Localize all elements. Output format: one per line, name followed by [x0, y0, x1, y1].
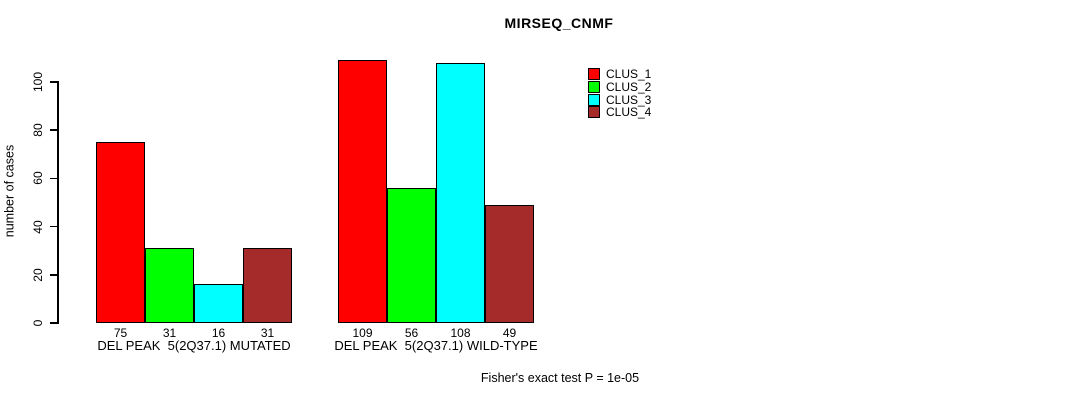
x-category-label: DEL PEAK 5(2Q37.1) WILD-TYPE — [334, 337, 538, 353]
legend-swatch-clus_4 — [588, 106, 600, 119]
bar-value-label: 109 — [352, 325, 373, 340]
legend-swatch-clus_3 — [588, 93, 600, 106]
y-tick-label: 0 — [31, 319, 45, 327]
bar-value-label: 31 — [260, 325, 275, 340]
y-tick-label: 40 — [31, 219, 45, 234]
y-tick-mark — [50, 225, 57, 228]
bar-value-label: 56 — [404, 325, 419, 340]
legend-label-clus_4: CLUS_4 — [606, 105, 652, 120]
bar-clus_1-group2 — [338, 60, 387, 323]
bar-clus_4-group2 — [485, 205, 534, 323]
bar-clus_2-group2 — [387, 188, 436, 323]
bar-value-label: 49 — [502, 325, 517, 340]
legend-swatch-clus_2 — [588, 80, 600, 93]
y-tick-label: 80 — [31, 123, 45, 137]
bar-clus_2-group1 — [145, 248, 194, 323]
y-tick-mark — [50, 81, 57, 83]
y-tick-label: 100 — [31, 71, 45, 93]
y-tick-mark — [50, 177, 57, 180]
bar-clus_3-group1 — [194, 284, 243, 323]
bar-clus_1-group1 — [96, 142, 145, 323]
y-tick-mark — [50, 274, 57, 276]
legend-swatch-clus_1 — [588, 68, 600, 80]
y-tick-label: 60 — [31, 171, 45, 186]
bar-value-label: 16 — [211, 325, 226, 340]
x-category-label: DEL PEAK 5(2Q37.1) MUTATED — [97, 337, 291, 353]
legend-label-clus_3: CLUS_3 — [606, 92, 652, 107]
y-axis-label: number of cases — [2, 144, 17, 238]
legend-label-clus_1: CLUS_1 — [606, 67, 652, 81]
y-axis-line — [57, 81, 59, 324]
legend-label-clus_2: CLUS_2 — [606, 79, 652, 94]
bar-value-label: 31 — [162, 325, 177, 340]
bar-clus_4-group1 — [243, 248, 292, 323]
y-tick-mark — [50, 129, 57, 131]
y-tick-mark — [50, 322, 57, 324]
chart-title: MIRSEQ_CNMF — [504, 15, 614, 31]
bar-clus_3-group2 — [436, 63, 485, 323]
y-tick-label: 20 — [31, 268, 45, 282]
bar-value-label: 108 — [450, 325, 471, 340]
bar-value-label: 75 — [113, 325, 128, 340]
annotation-fisher-test: Fisher's exact test P = 1e-05 — [480, 371, 640, 385]
